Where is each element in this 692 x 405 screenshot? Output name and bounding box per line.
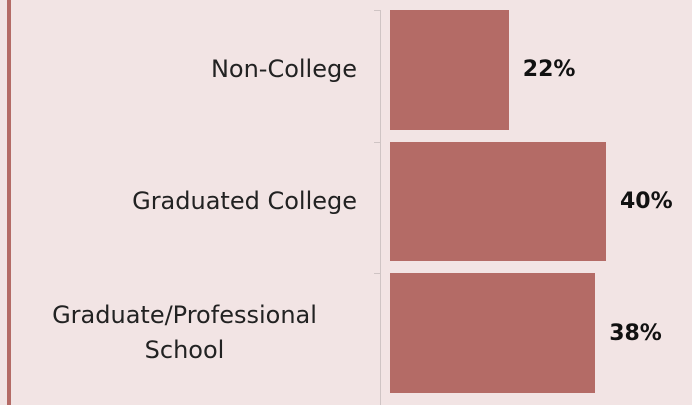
category-label: Non-College	[12, 10, 357, 130]
category-axis	[380, 10, 381, 405]
category-text: Non-College	[210, 55, 357, 84]
category-text: Graduated College	[132, 187, 357, 216]
value-label: 22%	[522, 57, 576, 83]
left-border	[7, 0, 11, 405]
axis-tick	[374, 273, 381, 275]
category-label: Graduated College	[12, 142, 357, 262]
category-label: Graduate/Professional School	[12, 273, 357, 393]
bar	[390, 10, 509, 130]
axis-tick	[374, 10, 381, 11]
axis-tick	[374, 141, 381, 143]
bar	[390, 141, 606, 262]
value-label: 40%	[620, 189, 673, 215]
value-label: 38%	[609, 320, 662, 346]
bar	[390, 273, 596, 394]
category-text: Graduate/Professional School	[52, 301, 317, 365]
